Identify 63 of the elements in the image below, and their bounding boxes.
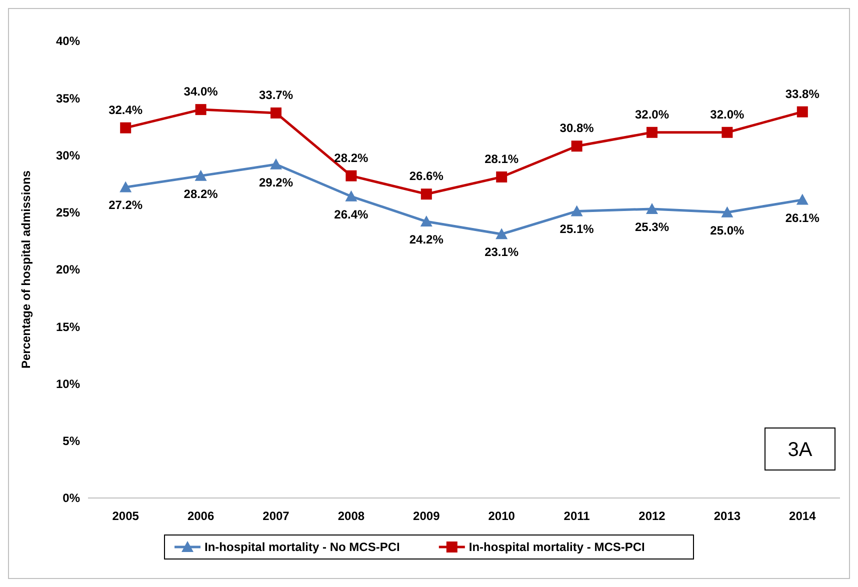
data-label: 26.4% xyxy=(334,207,369,222)
data-label: 33.8% xyxy=(785,86,820,101)
y-tick-label: 5% xyxy=(62,434,80,448)
x-tick-label: 2010 xyxy=(488,509,516,523)
x-tick-label: 2007 xyxy=(262,509,290,523)
point xyxy=(195,104,206,116)
x-tick-label: 2006 xyxy=(187,509,214,523)
data-label: 32.4% xyxy=(108,102,143,117)
x-tick-label: 2013 xyxy=(714,509,741,523)
point xyxy=(345,190,358,202)
data-label: 32.0% xyxy=(710,107,745,122)
data-label: 26.1% xyxy=(785,210,820,225)
point xyxy=(570,205,583,216)
point xyxy=(646,202,658,214)
x-tick-label: 2011 xyxy=(564,509,590,523)
y-tick-label: 15% xyxy=(56,320,80,334)
data-label: 34.0% xyxy=(184,84,218,99)
data-label: 32.0% xyxy=(634,107,670,122)
y-tick-label: 20% xyxy=(56,262,80,277)
point xyxy=(346,170,357,182)
y-tick-label: 35% xyxy=(56,91,80,106)
data-label: 27.2% xyxy=(108,198,143,212)
point xyxy=(796,106,808,118)
data-label: 23.1% xyxy=(484,245,519,260)
point xyxy=(646,126,658,138)
data-label: 28.1% xyxy=(484,152,519,166)
point xyxy=(496,171,508,182)
point xyxy=(420,188,432,200)
y-tick-label: 40% xyxy=(56,34,80,48)
y-tick-label: 25% xyxy=(56,206,80,220)
data-label: 25.1% xyxy=(560,222,594,236)
x-tick-label: 2014 xyxy=(789,509,816,523)
x-tick-label: 2008 xyxy=(338,509,365,523)
point xyxy=(120,181,132,192)
data-label: 24.2% xyxy=(409,232,444,247)
y-tick-label: 30% xyxy=(56,148,80,162)
legend-label: In-hospital mortality - No MCS-PCI xyxy=(204,540,400,554)
data-label: 25.0% xyxy=(710,223,745,238)
point xyxy=(571,140,582,152)
point xyxy=(721,206,734,218)
point xyxy=(420,216,432,227)
x-tick-label: 2005 xyxy=(112,509,140,523)
point xyxy=(796,194,808,205)
point xyxy=(496,228,508,240)
data-label: 29.2% xyxy=(258,175,294,190)
data-label: 30.8% xyxy=(560,121,594,136)
y-tick-label: 0% xyxy=(62,491,80,506)
data-label: 33.7% xyxy=(258,88,294,102)
point xyxy=(194,170,207,181)
x-tick-label: 2012 xyxy=(638,509,666,523)
point xyxy=(120,122,132,134)
data-label: 25.3% xyxy=(634,220,670,234)
data-label: 28.2% xyxy=(334,150,369,165)
point xyxy=(270,107,282,118)
legend-label: In-hospital mortality - MCS-PCI xyxy=(468,540,645,554)
y-tick-label: 10% xyxy=(56,376,80,391)
annotation: 3A xyxy=(788,439,813,461)
x-tick-label: 2009 xyxy=(413,509,440,523)
point xyxy=(270,158,282,170)
data-label: 26.6% xyxy=(409,169,444,184)
y-axis-title: Percentage of hospital admissions xyxy=(19,170,33,369)
point xyxy=(722,126,733,138)
data-label: 28.2% xyxy=(184,186,218,201)
